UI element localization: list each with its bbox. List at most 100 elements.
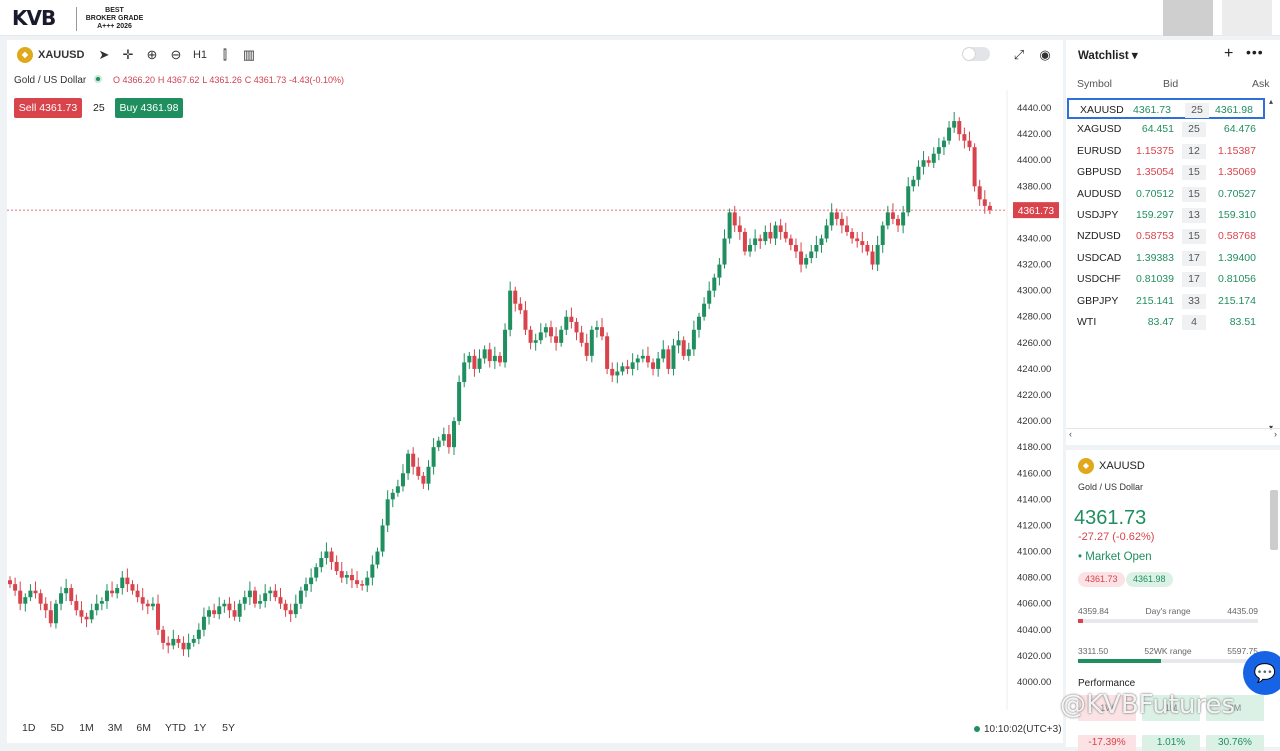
sell-button[interactable]: Sell 4361.73 <box>14 98 82 118</box>
scroll-down-icon[interactable]: ▾ <box>1269 423 1274 432</box>
candle-body <box>457 381 462 422</box>
range-1d[interactable]: 1D <box>22 722 36 734</box>
perf-tile-3m[interactable]: 3M <box>1206 695 1264 721</box>
header-button-2[interactable] <box>1222 0 1272 36</box>
watchlist-row[interactable]: AUDUSD 0.70512 15 0.70527 <box>1066 184 1266 205</box>
candle-body <box>334 561 339 572</box>
candle-body <box>814 245 819 252</box>
range-ytd[interactable]: YTD <box>164 722 186 734</box>
crosshair-icon[interactable]: ✛ <box>122 47 134 62</box>
candle-body <box>28 590 33 598</box>
row-ask: 4361.98 <box>1215 104 1253 116</box>
candle-body <box>441 434 446 441</box>
symbol-selector[interactable]: ◆ XAUUSD <box>17 46 84 64</box>
row-spread: 25 <box>1182 122 1206 138</box>
candle-body <box>263 593 268 602</box>
more-icon[interactable]: ••• <box>1246 44 1264 60</box>
candle-body <box>977 186 982 200</box>
candlestick-chart[interactable]: 4000.00 4020.00 4040.00 4060.00 4080.00 4100.… <box>7 90 1063 710</box>
candle-body <box>258 601 263 604</box>
row-symbol: XAUUSD <box>1080 104 1124 116</box>
candle-body <box>793 245 798 252</box>
detail-ask-pill[interactable]: 4361.98 <box>1126 572 1173 587</box>
watchlist-row[interactable]: GBPUSD 1.35054 15 1.35069 <box>1066 162 1266 183</box>
row-ask: 83.51 <box>1229 316 1256 328</box>
candle-body <box>171 638 176 646</box>
perf-value-1w: -17.39% <box>1078 735 1136 751</box>
candle-body <box>788 238 793 245</box>
fullscreen-icon[interactable]: ⤢ <box>1013 47 1025 62</box>
wk-range-label: 52WK range <box>1144 646 1192 656</box>
row-spread: 4 <box>1182 315 1206 330</box>
watchlist-panel: Watchlist ▾ + ••• Symbol Bid Ask XAUUSD … <box>1066 40 1280 445</box>
chat-button[interactable]: 💬 <box>1243 651 1280 695</box>
candle-body <box>390 492 395 500</box>
header-button-1[interactable] <box>1163 0 1213 36</box>
buy-button[interactable]: Buy 4361.98 <box>115 98 183 118</box>
detail-scrollbar[interactable] <box>1270 490 1278 550</box>
watchlist-row[interactable]: USDCHF 0.81039 17 0.81056 <box>1066 269 1266 290</box>
kvb-logo[interactable]: KVB <box>12 6 56 30</box>
candle-body <box>452 421 457 448</box>
top-bar: KVB BEST BROKER GRADE A+++ 2026 <box>0 0 1280 36</box>
grade-line-2: BROKER GRADE <box>85 15 144 22</box>
candle-body <box>482 349 487 359</box>
detail-bid-pill[interactable]: 4361.73 <box>1078 572 1125 587</box>
scroll-left-icon[interactable]: ‹ <box>1069 429 1072 439</box>
watchlist-row[interactable]: XAUUSD 4361.73 25 4361.98 <box>1067 98 1265 119</box>
candle-body <box>921 160 926 167</box>
y-tick-label: 4300.00 <box>1017 286 1051 297</box>
row-symbol: XAGUSD <box>1077 123 1122 136</box>
candle-body <box>533 340 538 343</box>
candle-type-icon[interactable]: ⫿ <box>222 47 228 62</box>
chat-bubble-icon: 💬 <box>1253 663 1277 683</box>
perf-tile-1w[interactable]: 1W <box>1078 695 1136 721</box>
watchlist-row[interactable]: XAGUSD 64.451 25 64.476 <box>1066 119 1266 140</box>
indicators-icon[interactable]: ▥ <box>242 47 256 62</box>
zoom-in-icon[interactable]: ⊕ <box>146 47 158 62</box>
candle-body <box>513 290 518 304</box>
wk-range-high: 5597.75 <box>1227 646 1258 656</box>
candle-body <box>181 642 186 650</box>
add-symbol-icon[interactable]: + <box>1224 45 1234 62</box>
range-1y[interactable]: 1Y <box>193 722 207 734</box>
candle-body <box>686 349 691 356</box>
scroll-up-icon[interactable]: ▴ <box>1269 97 1274 106</box>
range-3m[interactable]: 3M <box>107 722 123 734</box>
watchlist-row[interactable]: USDCAD 1.39383 17 1.39400 <box>1066 248 1266 269</box>
candle-body <box>569 316 574 322</box>
row-ask: 64.476 <box>1223 123 1256 136</box>
candle-body <box>319 558 324 568</box>
watermark: @KVBFutures <box>1060 690 1236 720</box>
candle-body <box>370 564 375 578</box>
range-1m[interactable]: 1M <box>79 722 94 734</box>
legend-high: H 4367.62 <box>157 75 200 85</box>
row-spread: 13 <box>1182 208 1206 223</box>
perf-tile-1m[interactable]: 1M <box>1142 695 1200 721</box>
watchlist-row[interactable]: EURUSD 1.15375 12 1.15387 <box>1066 141 1266 162</box>
candle-body <box>742 231 747 252</box>
watchlist-scrollbar[interactable]: ▴ ▾ <box>1268 97 1278 432</box>
row-bid: 1.39383 <box>1136 251 1174 264</box>
chart-toggle[interactable] <box>962 47 990 61</box>
candle-body <box>252 590 257 604</box>
range-5d[interactable]: 5D <box>50 722 65 734</box>
watchlist-row[interactable]: NZDUSD 0.58753 15 0.58768 <box>1066 226 1266 247</box>
row-spread: 25 <box>1185 103 1209 118</box>
watchlist-hscrollbar[interactable]: ‹ › <box>1066 428 1280 439</box>
scroll-right-icon[interactable]: › <box>1274 429 1277 439</box>
candle-body <box>630 362 635 369</box>
watchlist-row[interactable]: USDJPY 159.297 13 159.310 <box>1066 205 1266 226</box>
watchlist-title[interactable]: Watchlist ▾ <box>1078 48 1138 62</box>
range-6m[interactable]: 6M <box>136 722 151 734</box>
candle-body <box>748 245 753 252</box>
candle-body <box>548 327 553 337</box>
candle-body <box>625 366 630 369</box>
cursor-icon[interactable]: ➤ <box>98 47 110 62</box>
zoom-out-icon[interactable]: ⊖ <box>170 47 182 62</box>
watchlist-row[interactable]: GBPJPY 215.141 33 215.174 <box>1066 291 1266 312</box>
watchlist-row[interactable]: WTI 83.47 4 83.51 <box>1066 312 1266 333</box>
interval-selector[interactable]: H1 <box>192 49 208 61</box>
camera-icon[interactable]: ◉ <box>1039 47 1051 62</box>
range-5y[interactable]: 5Y <box>222 722 235 734</box>
